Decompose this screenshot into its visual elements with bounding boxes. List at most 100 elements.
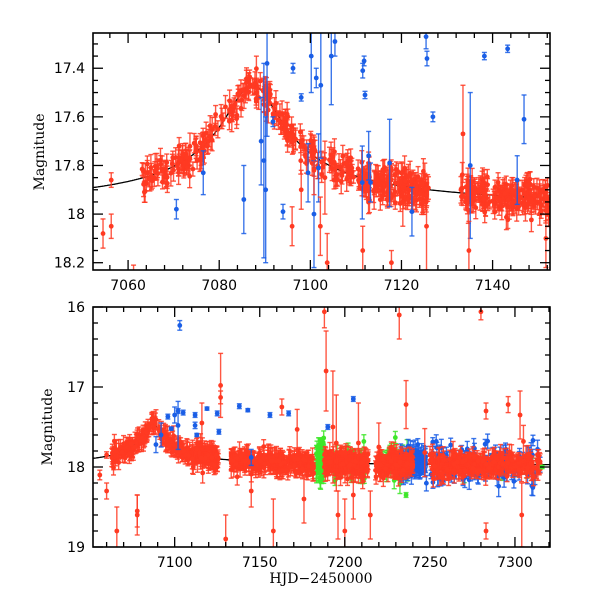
red-band-point [374,172,380,187]
red-band-point [282,108,288,129]
plot-area [93,307,550,547]
green-band-point [361,434,367,449]
red-band-point [528,189,534,216]
red-band-point [335,490,341,540]
red-band-point [223,514,229,547]
red-band-point [360,469,366,490]
blue-band-point [280,203,286,220]
red-band-point [381,159,387,183]
red-band-point [472,182,478,203]
red-band-point [292,454,298,465]
red-band-point [222,94,228,119]
red-band-point [527,170,533,198]
red-band-point [490,194,496,208]
y-tick-label: 18 [67,207,85,223]
blue-band-point [521,94,527,145]
red-band-point [108,172,114,189]
red-band-point [189,448,195,470]
red-band-point [132,439,138,455]
red-band-point [330,147,336,167]
red-band-point [257,455,263,467]
red-band-point [352,451,358,471]
red-band-point [355,402,361,484]
blue-band-point [350,395,356,403]
red-band-point [500,453,506,476]
blue-band-point [175,407,181,415]
red-band-point [279,398,285,416]
red-band-point [198,449,204,468]
red-band-point [516,463,522,477]
red-band-point [404,188,410,211]
blue-band-point [308,33,314,94]
red-band-point [390,188,396,203]
red-band-point [345,471,351,487]
red-band-point [339,445,345,460]
blue-band-point [165,413,171,420]
red-band-point [230,452,236,470]
green-band-point [403,491,409,499]
red-band-point [135,427,141,449]
red-band-point [276,450,282,471]
y-tick-label: 16 [67,300,85,316]
red-band-point [163,165,169,188]
blue-band-point [290,62,296,74]
red-band-point [114,506,120,547]
red-band-point [243,69,249,96]
red-band-point [424,181,430,270]
red-band-point [454,452,460,473]
red-band-point [199,402,205,444]
red-band-point [388,249,394,270]
blue-band-point [359,145,365,220]
red-band-point [209,447,215,468]
x-tick-label: 7200 [327,555,363,571]
red-band-point [301,454,307,465]
x-tick-label: 7300 [497,555,533,571]
blue-band-point [298,93,304,102]
red-band-point [384,182,390,209]
red-band-point [206,125,212,148]
plot-frame [92,32,551,271]
red-band-point [310,462,316,475]
blue-band-point [430,111,436,123]
red-band-point [176,136,182,155]
red-band-point [538,202,544,220]
red-band-point [294,408,300,451]
red-band-point [113,442,119,461]
red-band-point [238,98,244,118]
blue-band-point [258,96,264,186]
x-tick-label: 7100 [157,555,193,571]
red-band-point [166,437,172,454]
blue-band-point [216,428,222,435]
red-band-point [324,232,330,270]
red-band-point [524,460,530,475]
red-band-point [359,453,365,473]
blue-band-point [367,162,373,203]
red-band-point [483,457,489,472]
red-band-point [429,443,435,464]
red-band-point [360,225,366,270]
red-band-point [422,427,428,478]
red-band-point [111,459,117,476]
red-band-point [148,162,154,191]
red-band-point [104,482,110,500]
red-band-point [162,423,168,444]
red-band-point [393,454,399,475]
blue-band-point [424,50,430,67]
red-band-point [202,132,208,149]
red-band-point [534,177,540,199]
red-band-point [400,463,406,478]
blue-band-point [505,44,511,54]
red-band-point [194,150,200,170]
blue-band-point [168,426,174,431]
blue-band-point [200,150,206,196]
red-band-point [536,455,542,470]
red-band-point [364,465,370,478]
red-band-point [212,116,218,137]
blue-band-point [180,409,186,416]
green-band-point [316,437,322,456]
blue-band-point [286,410,292,417]
red-band-point [327,455,333,469]
red-band-point [253,55,259,82]
red-band-point [248,474,254,508]
red-band-point [330,370,336,484]
